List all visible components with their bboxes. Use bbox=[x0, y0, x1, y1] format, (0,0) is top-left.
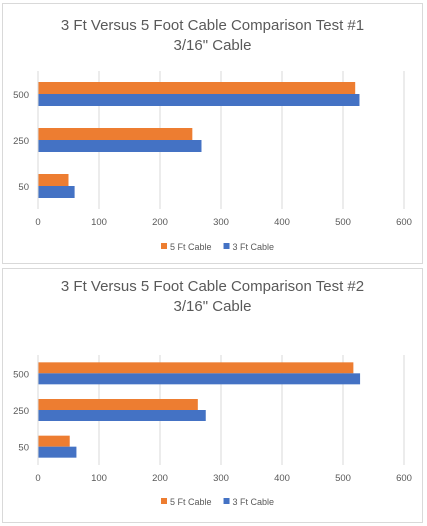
chart-subtitle: 3/16" Cable bbox=[174, 37, 252, 54]
x-tick-label: 600 bbox=[396, 217, 412, 228]
x-tick-label: 400 bbox=[274, 473, 290, 484]
bar-5-ft-cable bbox=[38, 174, 69, 186]
x-tick-label: 200 bbox=[152, 217, 168, 228]
bar-5-ft-cable bbox=[38, 128, 193, 140]
legend-swatch bbox=[223, 243, 230, 249]
x-tick-label: 300 bbox=[213, 473, 229, 484]
x-tick-label: 500 bbox=[335, 217, 351, 228]
chart-subtitle: 3/16" Cable bbox=[174, 298, 252, 315]
legend-swatch bbox=[223, 498, 230, 504]
x-tick-label: 0 bbox=[35, 217, 40, 228]
bar-3-ft-cable bbox=[38, 373, 361, 385]
legend-label: 5 Ft Cable bbox=[170, 242, 212, 252]
y-tick-label: 50 bbox=[18, 443, 29, 454]
chart-1: 3 Ft Versus 5 Foot Cable Comparison Test… bbox=[13, 17, 412, 252]
bar-5-ft-cable bbox=[38, 82, 356, 94]
x-tick-label: 500 bbox=[335, 473, 351, 484]
x-tick-label: 100 bbox=[91, 473, 107, 484]
y-tick-label: 250 bbox=[13, 406, 29, 417]
x-tick-label: 400 bbox=[274, 217, 290, 228]
x-tick-label: 0 bbox=[35, 473, 40, 484]
legend-label: 5 Ft Cable bbox=[170, 497, 212, 507]
bar-3-ft-cable bbox=[38, 94, 360, 106]
bar-3-ft-cable bbox=[38, 410, 206, 421]
bar-3-ft-cable bbox=[38, 186, 75, 198]
chart-title: 3 Ft Versus 5 Foot Cable Comparison Test… bbox=[61, 17, 364, 34]
bar-5-ft-cable bbox=[38, 435, 70, 447]
legend-label: 3 Ft Cable bbox=[233, 497, 275, 507]
y-tick-label: 500 bbox=[13, 90, 29, 101]
bar-3-ft-cable bbox=[38, 140, 202, 152]
bar-3-ft-cable bbox=[38, 446, 77, 458]
chart-panel-1: 3 Ft Versus 5 Foot Cable Comparison Test… bbox=[2, 3, 423, 264]
legend-swatch bbox=[161, 243, 167, 249]
chart-2: 3 Ft Versus 5 Foot Cable Comparison Test… bbox=[13, 278, 412, 507]
chart-panel-2: 3 Ft Versus 5 Foot Cable Comparison Test… bbox=[2, 268, 423, 523]
bar-5-ft-cable bbox=[38, 362, 354, 374]
x-tick-label: 300 bbox=[213, 217, 229, 228]
legend-swatch bbox=[161, 498, 167, 504]
chart-title: 3 Ft Versus 5 Foot Cable Comparison Test… bbox=[61, 278, 364, 295]
legend-label: 3 Ft Cable bbox=[233, 242, 275, 252]
x-tick-label: 600 bbox=[396, 473, 412, 484]
y-tick-label: 500 bbox=[13, 369, 29, 380]
y-tick-label: 250 bbox=[13, 136, 29, 147]
y-tick-label: 50 bbox=[18, 182, 29, 193]
x-tick-label: 200 bbox=[152, 473, 168, 484]
bar-5-ft-cable bbox=[38, 399, 198, 410]
x-tick-label: 100 bbox=[91, 217, 107, 228]
